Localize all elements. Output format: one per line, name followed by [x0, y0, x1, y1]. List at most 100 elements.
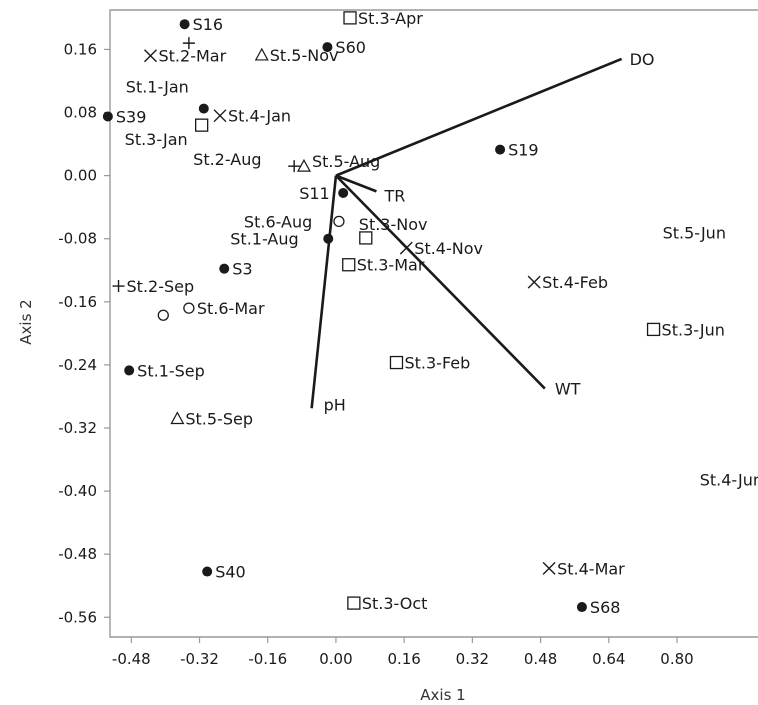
point-label-st-3-oct: St.3-Oct: [362, 594, 428, 613]
vector-label-wt: WT: [555, 380, 581, 399]
marker-dot: [338, 187, 349, 198]
vector-ph: [310, 175, 338, 409]
marker-plus: [288, 160, 301, 173]
marker-dot: [323, 233, 334, 244]
point-label-st-1-aug: St.1-Aug: [230, 230, 298, 249]
y-tick-label: -0.40: [58, 482, 97, 500]
x-tick-label: -0.48: [112, 650, 151, 668]
point-label-st-2-aug: St.2-Aug: [193, 150, 261, 169]
marker-square: [343, 11, 357, 25]
marker-cross: [144, 49, 157, 63]
vector-wt: [335, 174, 546, 390]
point-label-s3: S3: [232, 260, 252, 279]
marker-dot: [198, 103, 209, 114]
vector-tr: [335, 174, 377, 193]
marker-square: [195, 118, 209, 132]
marker-dot: [219, 263, 230, 274]
point-label-st-3-mar: St.3-Mar: [357, 256, 425, 275]
y-tick-label: -0.48: [58, 545, 97, 563]
marker-cross: [542, 561, 556, 575]
point-label-s11: S11: [299, 184, 330, 203]
point-label-st-5-aug: St.5-Aug: [312, 152, 380, 171]
marker-dot: [179, 19, 190, 30]
point-label-st-2-sep: St.2-Sep: [127, 277, 195, 296]
y-tick-label: 0.16: [64, 40, 97, 58]
marker-cross: [399, 241, 413, 255]
point-label-st-4-mar: St.4-Mar: [557, 559, 625, 578]
marker-dot: [576, 602, 587, 613]
marker-dot: [202, 566, 213, 577]
marker-square: [342, 258, 356, 272]
point-label-st-6-aug: St.6-Aug: [244, 212, 312, 231]
marker-triangle: [254, 47, 269, 61]
plot-frame: [109, 9, 758, 638]
plot-border: [109, 9, 758, 638]
x-tick-label: 0.80: [660, 650, 693, 668]
vector-label-do: DO: [630, 50, 655, 69]
marker-square: [359, 231, 373, 245]
point-label-s16: S16: [193, 15, 224, 34]
y-axis-title: Axis 2: [17, 299, 35, 344]
marker-dot: [322, 42, 333, 53]
point-label-st-4-feb: St.4-Feb: [542, 273, 608, 292]
point-label-st-2-mar: St.2-Mar: [159, 47, 227, 66]
x-tick-label: 0.16: [387, 650, 420, 668]
point-label-st-3-jan: St.3-Jan: [125, 130, 188, 149]
point-label-st-3-apr: St.3-Apr: [358, 9, 423, 28]
y-tick-label: -0.32: [58, 419, 97, 437]
x-tick-label: 0.48: [524, 650, 557, 668]
point-label-st-3-nov: St.3-Nov: [359, 215, 428, 234]
point-label-s40: S40: [215, 563, 246, 582]
point-label-st-4-jun: St.4-Jun: [700, 470, 758, 489]
marker-dot: [495, 144, 506, 155]
marker-dot: [102, 111, 113, 122]
marker-dot: [124, 365, 135, 376]
x-tick-label: -0.32: [180, 650, 219, 668]
point-label-st-5-sep: St.5-Sep: [185, 410, 253, 429]
x-axis-ticks: -0.48 -0.32 -0.16 0.00 0.16 0.32 0.48 0.64 0.80: [112, 637, 694, 668]
marker-cross: [213, 109, 227, 123]
marker-square: [389, 355, 404, 370]
point-label-st-3-feb: St.3-Feb: [404, 354, 470, 373]
vector-label-ph: pH: [324, 395, 346, 414]
marker-square: [646, 322, 661, 337]
point-label-st-6-mar: St.6-Mar: [197, 299, 265, 318]
point-label-st-4-jan: St.4-Jan: [228, 107, 291, 126]
vector-do: [335, 57, 623, 177]
x-axis-title: Axis 1: [420, 686, 465, 704]
point-label-s60: S60: [335, 38, 366, 57]
y-axis-ticks: 0.16 0.08 0.00 -0.08 -0.16 -0.24 -0.32 -0.40 -0.…: [58, 40, 110, 626]
x-tick-label: 0.64: [592, 650, 625, 668]
vector-arrows: DO TR WT pH: [310, 50, 655, 414]
marker-circle: [333, 215, 345, 228]
point-label-st-3-jun: St.3-Jun: [662, 320, 725, 339]
x-tick-label: -0.16: [248, 650, 287, 668]
marker-triangle: [296, 158, 311, 172]
y-tick-label: -0.56: [58, 608, 97, 626]
vector-label-tr: TR: [383, 186, 405, 205]
marker-square: [347, 596, 361, 610]
point-label-s39: S39: [116, 107, 147, 126]
point-label-s68: S68: [590, 598, 621, 617]
x-tick-label: 0.00: [319, 650, 352, 668]
y-tick-label: 0.08: [64, 104, 97, 122]
x-tick-label: 0.32: [456, 650, 489, 668]
marker-plus: [112, 280, 125, 293]
point-label-st-5-nov: St.5-Nov: [270, 46, 339, 65]
marker-circle: [183, 302, 195, 314]
point-label-s19: S19: [508, 141, 539, 160]
y-tick-label: -0.08: [58, 230, 97, 248]
point-label-st-1-sep: St.1-Sep: [137, 361, 205, 380]
marker-cross: [527, 275, 541, 289]
data-points: S16 S60 S39 St.1-Jan S19 S11 St.1-Aug S3 St.1-Se…: [102, 9, 758, 617]
marker-triangle: [170, 411, 185, 425]
point-label-st-5-jun: St.5-Jun: [663, 223, 726, 242]
point-label-st-4-nov: St.4-Nov: [414, 239, 483, 258]
y-tick-label: 0.00: [64, 167, 97, 185]
marker-circle: [157, 309, 169, 321]
marker-plus: [182, 37, 195, 50]
y-tick-label: -0.16: [58, 293, 97, 311]
y-tick-label: -0.24: [58, 356, 97, 374]
point-label-st-1-jan: St.1-Jan: [126, 78, 189, 97]
